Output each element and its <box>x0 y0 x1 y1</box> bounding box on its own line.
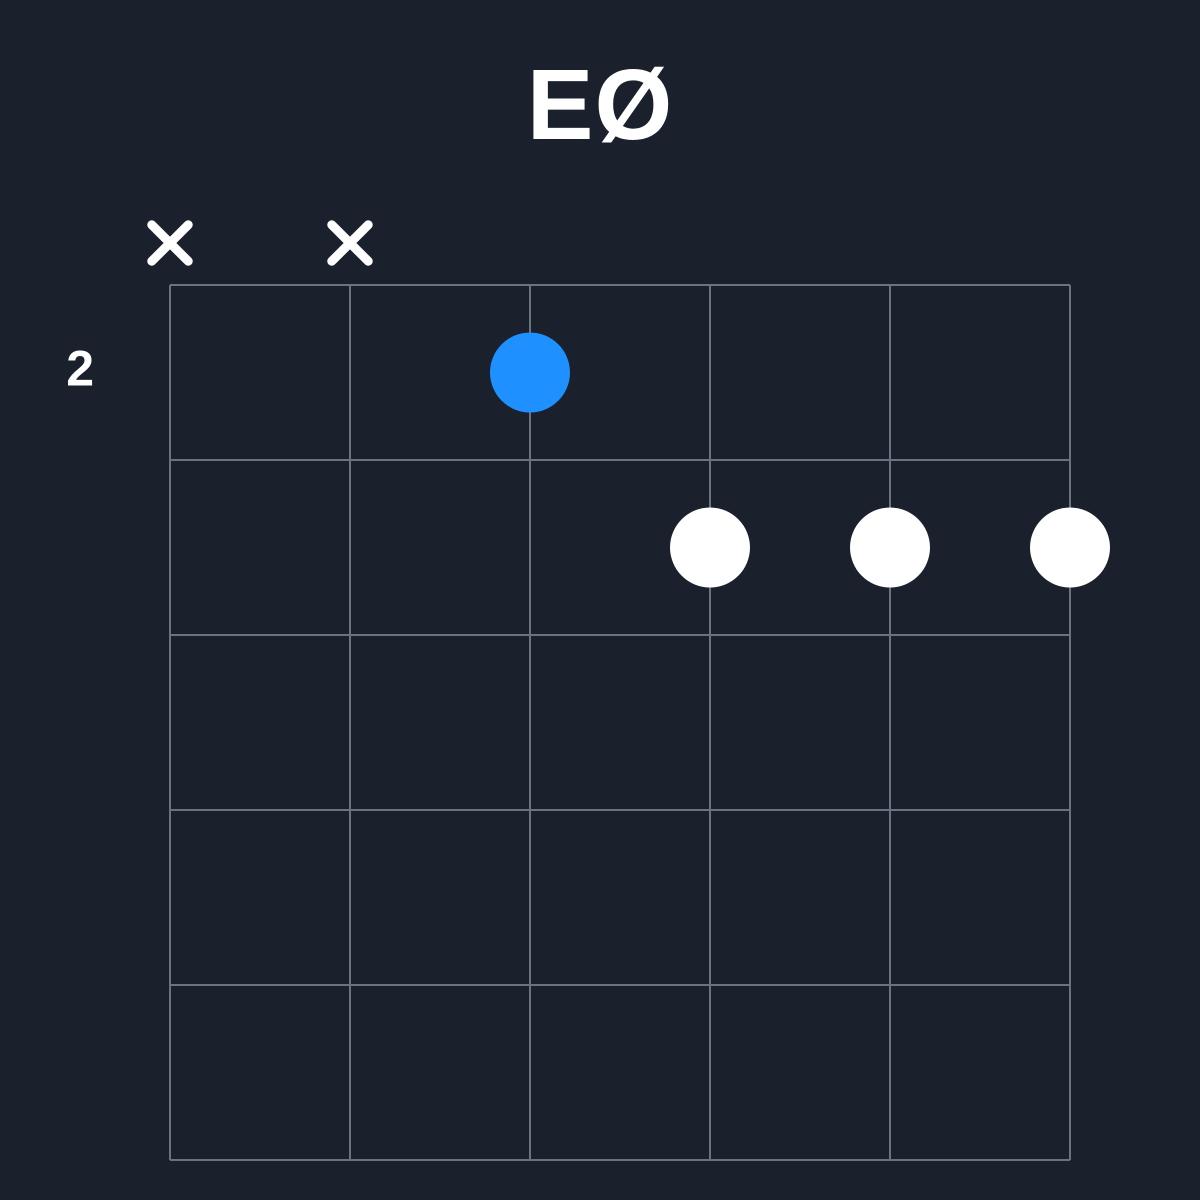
chord-diagram: 2 <box>0 163 1200 1195</box>
finger-dot <box>850 508 930 588</box>
chord-title: EØ <box>527 48 673 163</box>
root-dot <box>490 333 570 413</box>
chord-svg: 2 <box>0 163 1200 1195</box>
finger-dot <box>670 508 750 588</box>
finger-dot <box>1030 508 1110 588</box>
fret-number-label: 2 <box>66 341 94 397</box>
mute-icon <box>332 225 368 261</box>
mute-icon <box>152 225 188 261</box>
